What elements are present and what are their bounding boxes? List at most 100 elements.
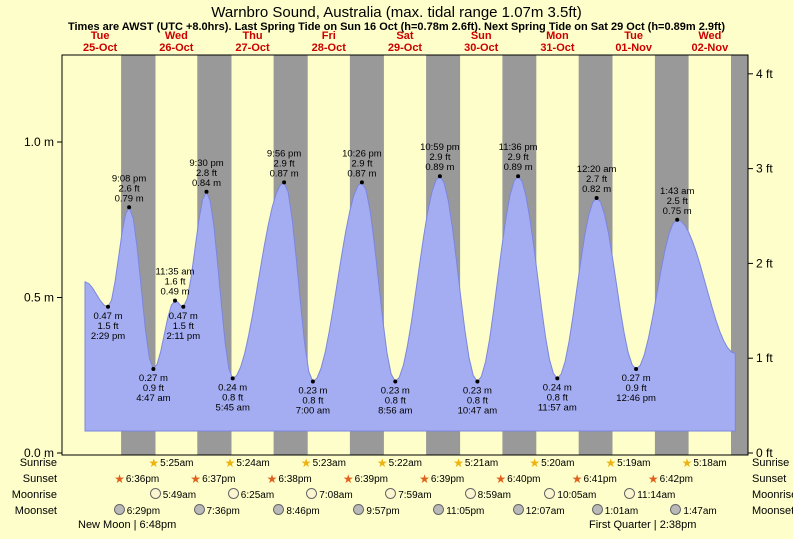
sunrise-star-icon: ★ xyxy=(681,456,693,470)
tide-extreme-dot xyxy=(555,376,560,381)
day-label: Tue 01-Nov xyxy=(596,30,672,54)
almanac-time: 5:18am xyxy=(693,458,727,469)
day-date: 27-Oct xyxy=(235,42,270,54)
day-date: 01-Nov xyxy=(615,42,652,54)
sunrise-row-label-right: Sunrise xyxy=(752,457,790,469)
tide-extreme-label: 12:20 am 2.7 ft 0.82 m xyxy=(577,164,617,195)
moonset-row-label-left: Moonset xyxy=(14,505,57,517)
moonset-circle-icon xyxy=(273,504,285,515)
tide-extreme-dot xyxy=(173,298,177,303)
day-weekday: Thu xyxy=(242,30,263,42)
day-label: Fri 28-Oct xyxy=(291,30,367,54)
moonset-entry: 11:05pm xyxy=(433,504,484,519)
sunrise-star-icon: ★ xyxy=(605,456,617,470)
sunrise-star-icon: ★ xyxy=(529,456,541,470)
moonrise-row-label-left: Moonrise xyxy=(11,489,57,501)
page-subtitle: Times are AWST (UTC +8.0hrs). Last Sprin… xyxy=(67,21,725,33)
plot-border xyxy=(61,54,749,456)
moonrise-circle-icon xyxy=(624,488,636,499)
tide-extreme-dot xyxy=(393,379,398,384)
sunrise-entry: ★5:21am xyxy=(453,456,498,471)
almanac-time: 5:20am xyxy=(541,458,575,469)
moonrise-circle-icon xyxy=(544,488,556,499)
tide-extreme-label: 0.27 m 0.9 ft 12:46 pm xyxy=(616,373,656,404)
almanac-time: 7:59am xyxy=(398,490,432,501)
sunset-star-icon: ★ xyxy=(342,472,354,486)
almanac-time: 1:01am xyxy=(604,506,639,517)
moonrise-entry: 11:14am xyxy=(624,488,675,503)
sunrise-entry: ★5:20am xyxy=(529,456,574,471)
almanac-time: 6:29pm xyxy=(126,506,161,517)
almanac-time: 12:07am xyxy=(525,506,565,517)
moonrise-circle-icon xyxy=(149,488,161,499)
y-axis-label-right: 2 ft xyxy=(756,256,773,270)
tide-extreme-label: 10:59 pm 2.9 ft 0.89 m xyxy=(420,142,460,173)
day-label: Tue 25-Oct xyxy=(62,30,138,54)
sunrise-row-label-left: Sunrise xyxy=(19,457,57,469)
y-axis-label-right: 3 ft xyxy=(756,162,773,176)
almanac-time: 8:59am xyxy=(477,490,511,501)
almanac-time: 5:21am xyxy=(464,458,499,469)
almanac-time: 7:36pm xyxy=(206,506,240,517)
tide-extreme-dot xyxy=(359,180,364,185)
day-date: 29-Oct xyxy=(387,42,423,54)
sunrise-star-icon: ★ xyxy=(376,456,388,470)
sunset-star-icon: ★ xyxy=(571,472,583,486)
sunset-star-icon: ★ xyxy=(114,472,125,486)
sunrise-star-icon: ★ xyxy=(148,456,160,470)
almanac-time: 5:24am xyxy=(236,458,270,469)
moonset-circle-icon xyxy=(512,504,524,515)
moonrise-entry: 7:59am xyxy=(385,488,432,503)
sunset-star-icon: ★ xyxy=(419,472,430,486)
almanac-time: 6:25am xyxy=(240,490,275,501)
y-axis-label-left: 1.0 m xyxy=(24,135,54,149)
tide-extreme-label: 11:35 am 1.6 ft 0.49 m xyxy=(156,267,195,298)
tide-curve-area xyxy=(84,175,736,432)
day-label: Wed 02-Nov xyxy=(672,30,748,54)
day-date: 25-Oct xyxy=(82,42,118,54)
tide-extreme-dot xyxy=(516,174,521,179)
tide-extreme-label: 1:43 am 2.5 ft 0.75 m xyxy=(660,186,694,217)
tide-extreme-label: 0.27 m 0.9 ft 4:47 am xyxy=(136,373,170,404)
tide-extreme-label: 9:56 pm 2.9 ft 0.87 m xyxy=(267,148,301,179)
sunset-entry: ★6:39pm xyxy=(419,472,464,487)
moonset-entry: 7:36pm xyxy=(193,504,240,519)
tide-extreme-dot xyxy=(475,379,480,384)
day-date: 30-Oct xyxy=(464,42,499,54)
tide-extreme-label: 0.24 m 0.8 ft 11:57 am xyxy=(538,382,577,413)
moonset-entry: 1:47am xyxy=(670,504,717,519)
sunset-star-icon: ★ xyxy=(190,472,202,486)
day-weekday: Sat xyxy=(396,30,414,42)
almanac-time: 1:47am xyxy=(683,506,717,517)
sunset-entry: ★6:36pm xyxy=(114,472,159,487)
moonrise-circle-icon xyxy=(306,488,318,499)
day-weekday: Wed xyxy=(164,30,188,42)
tide-extreme-dot xyxy=(594,196,599,200)
almanac-time: 5:22am xyxy=(388,458,423,469)
tide-extreme-label: 0.23 m 0.8 ft 7:00 am xyxy=(296,386,330,417)
almanac-time: 6:39pm xyxy=(354,474,389,485)
y-axis-label-right: 0 ft xyxy=(756,446,773,460)
tide-extreme-dot xyxy=(151,367,156,371)
almanac-time: 5:19am xyxy=(617,458,651,469)
day-weekday: Tue xyxy=(90,30,110,42)
moonrise-entry: 8:59am xyxy=(464,488,511,503)
sunset-star-icon: ★ xyxy=(266,472,278,486)
tide-extreme-dot xyxy=(106,304,110,309)
day-date: 26-Oct xyxy=(159,42,194,54)
sunset-entry: ★6:42pm xyxy=(648,472,693,487)
sunset-entry: ★6:40pm xyxy=(495,472,540,487)
day-label: Thu 27-Oct xyxy=(214,30,290,54)
tide-extreme-dot xyxy=(230,376,235,381)
moonset-entry: 1:01am xyxy=(591,504,639,519)
day-label: Wed 26-Oct xyxy=(138,30,214,54)
sunset-entry: ★6:41pm xyxy=(572,472,617,487)
sunrise-star-icon: ★ xyxy=(300,456,312,470)
sunset-row-label-left: Sunset xyxy=(22,473,57,485)
sunrise-star-icon: ★ xyxy=(453,456,464,470)
sunrise-entry: ★5:19am xyxy=(605,456,650,471)
moonset-circle-icon xyxy=(591,504,603,515)
day-weekday: Sun xyxy=(470,30,492,42)
tide-extreme-dot xyxy=(127,205,132,210)
